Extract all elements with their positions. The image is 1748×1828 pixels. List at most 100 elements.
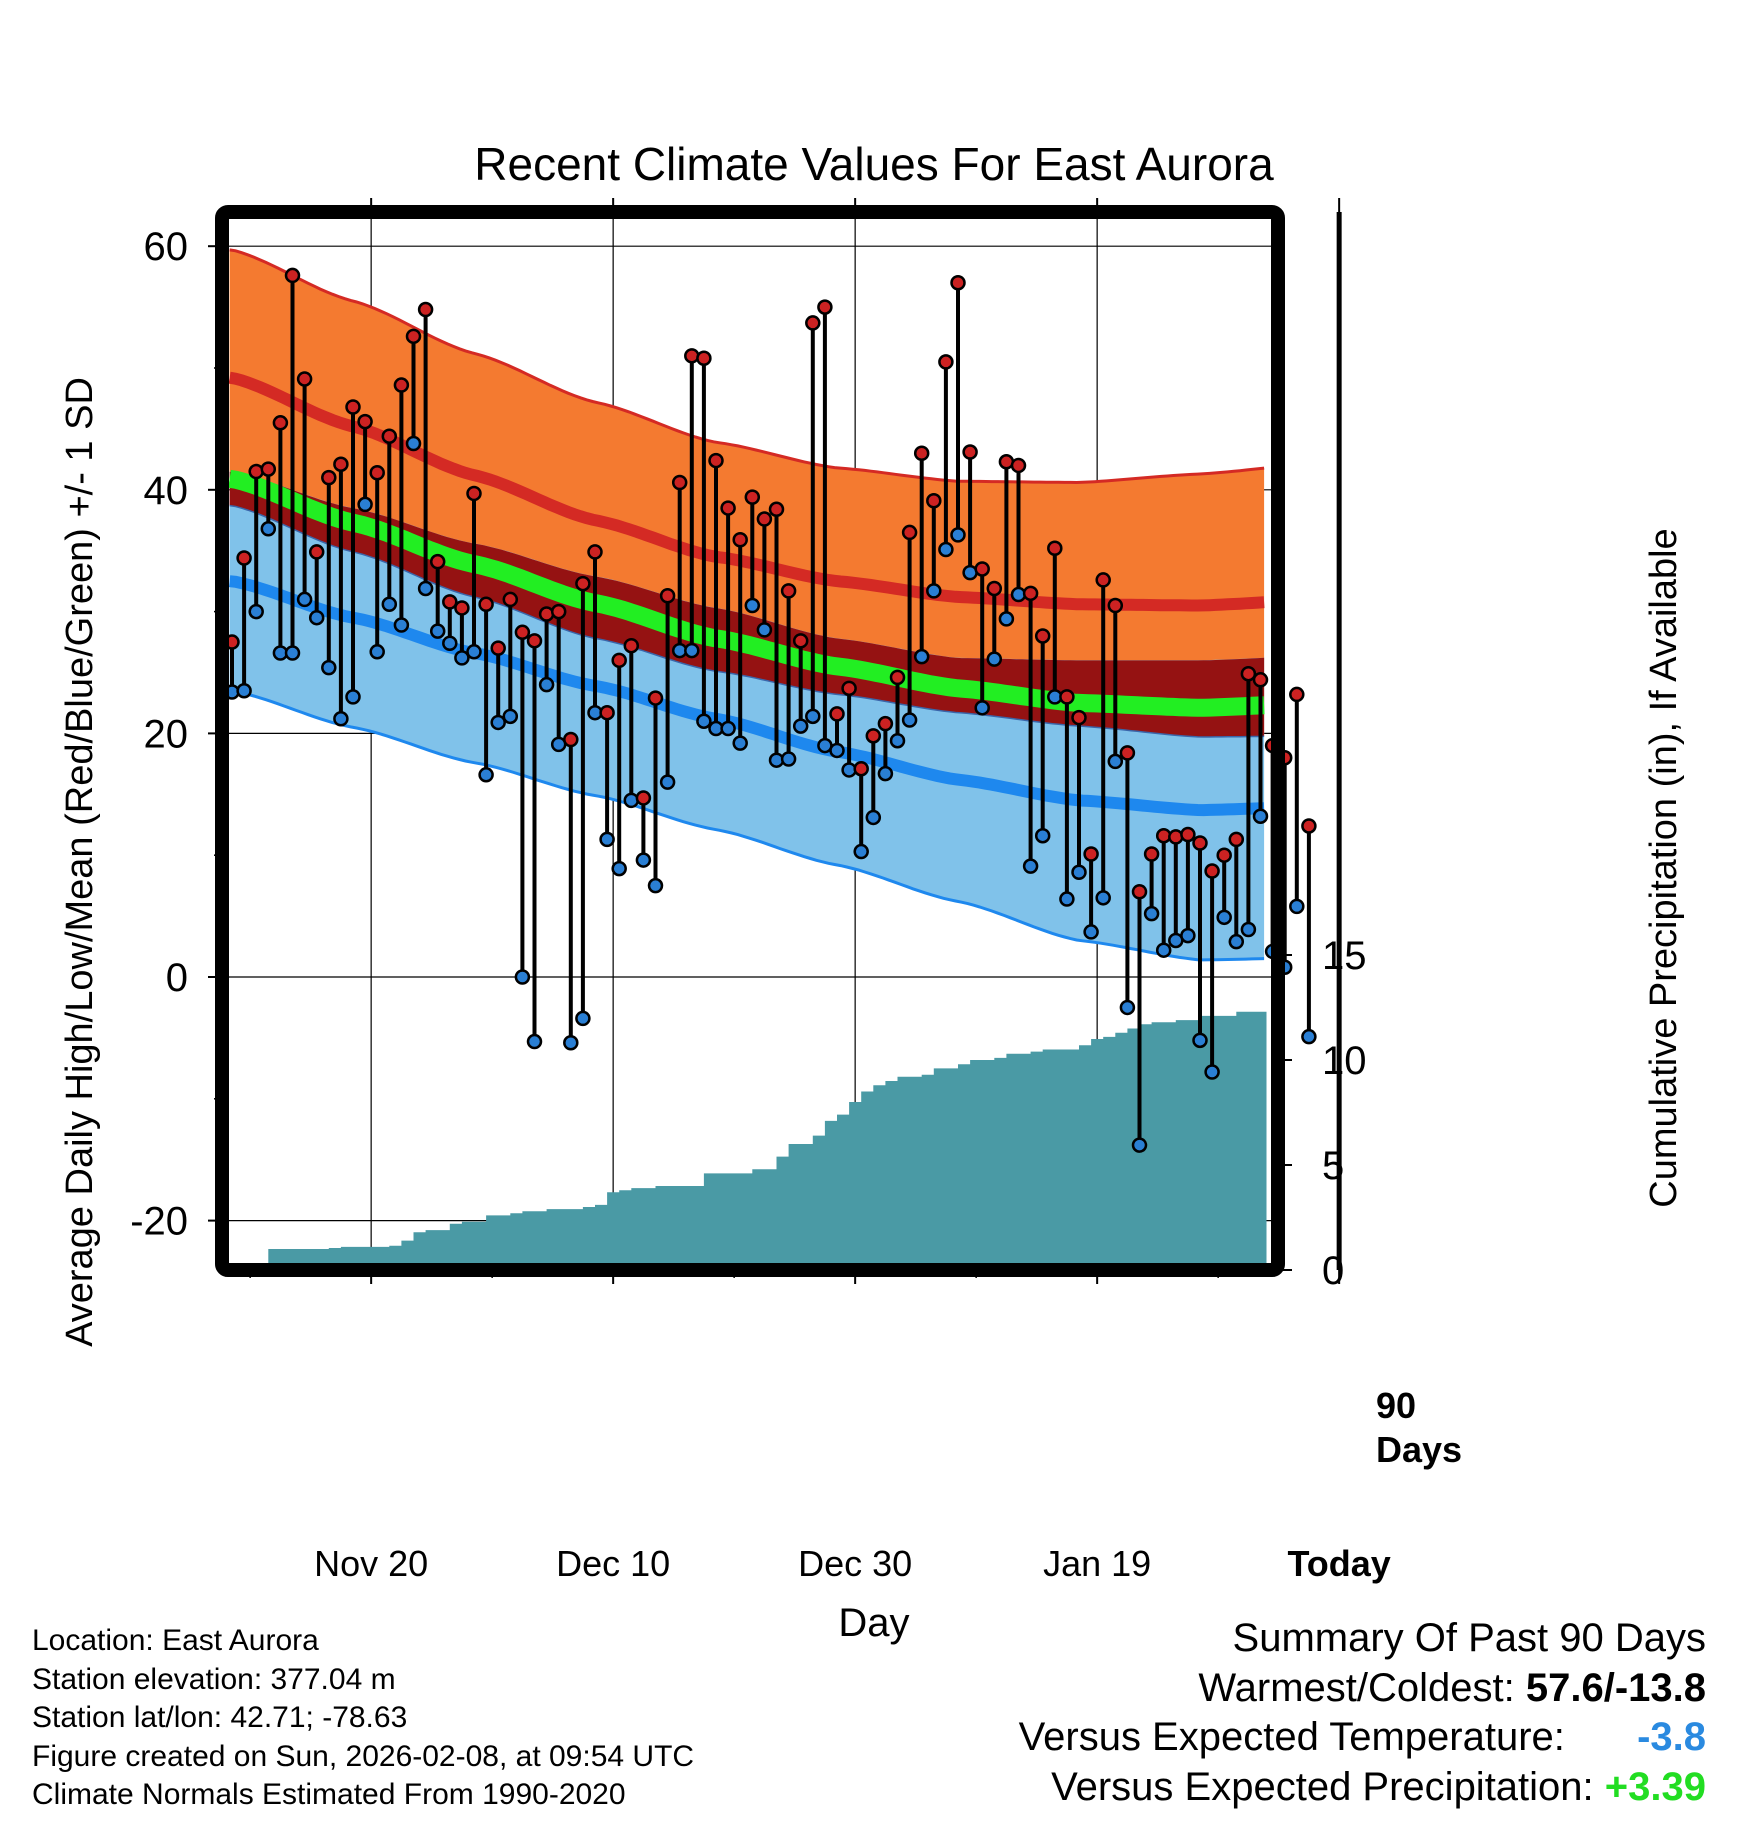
high-temp-point xyxy=(442,594,458,610)
low-temp-point xyxy=(1192,1032,1208,1049)
high-temp-point xyxy=(805,315,821,331)
low-temp-point xyxy=(1083,924,1099,940)
high-temp-point xyxy=(659,588,676,604)
low-temp-point xyxy=(792,718,809,734)
high-temp-point xyxy=(357,413,373,430)
high-temp-point xyxy=(333,456,349,472)
summary-warm-cold: Warmest/Coldest: 57.6/-13.8 xyxy=(1019,1664,1706,1714)
high-upper-sd-line xyxy=(229,248,1265,485)
daily-observations xyxy=(224,267,1317,1153)
low-temp-point xyxy=(260,521,277,537)
low-temp-point xyxy=(974,700,990,716)
high-temp-point xyxy=(248,463,264,480)
high-temp-point xyxy=(889,669,906,686)
mean-sd-band xyxy=(229,471,1265,737)
low-temp-point xyxy=(623,792,640,809)
y2-tick-label: 5 xyxy=(1322,1144,1344,1188)
high-temp-point xyxy=(853,760,869,777)
low-temp-point xyxy=(696,713,712,729)
high-temp-point xyxy=(284,267,301,284)
low-temp-point xyxy=(248,603,264,620)
low-temp-point xyxy=(647,877,664,894)
high-temp-point xyxy=(877,715,894,732)
low-temp-point xyxy=(853,843,869,860)
low-temp-point xyxy=(635,852,652,868)
high-temp-point xyxy=(296,371,313,387)
high-temp-point xyxy=(974,561,990,577)
low-temp-point xyxy=(490,714,506,731)
low-temp-point xyxy=(926,583,942,599)
high-temp-point xyxy=(1059,689,1075,705)
precipitation-area xyxy=(219,1008,1267,1270)
low-temp-point xyxy=(1131,1137,1148,1153)
high-temp-point xyxy=(623,637,640,654)
high-temp-point xyxy=(308,544,325,560)
low-temp-point xyxy=(805,708,821,725)
low-temp-point xyxy=(744,597,761,614)
high-temp-point xyxy=(950,274,966,291)
high-temp-point xyxy=(502,591,519,608)
x-axis-label: Day xyxy=(838,1601,909,1645)
high-temp-point xyxy=(768,501,785,518)
x-tick-label: Jan 19 xyxy=(1043,1543,1151,1584)
high-temp-point xyxy=(1047,540,1063,557)
low-temp-point xyxy=(780,751,797,767)
low-temp-point xyxy=(889,732,906,749)
station-elevation: Station elevation: 377.04 m xyxy=(32,1662,396,1696)
high-temp-point xyxy=(1071,709,1087,726)
low-temp-point xyxy=(1071,864,1087,881)
low-temp-point xyxy=(1252,808,1269,824)
low-temp-point xyxy=(1289,898,1305,915)
high-temp-point xyxy=(1252,672,1269,688)
low-temp-point xyxy=(1204,1064,1220,1080)
high-temp-point xyxy=(1010,457,1027,474)
high-temp-point xyxy=(478,596,494,613)
low-temp-point xyxy=(659,774,676,790)
high-temp-point xyxy=(563,731,579,748)
low-temp-point xyxy=(417,580,434,597)
x-tick-label: Nov 20 xyxy=(314,1543,428,1584)
low-temp-point xyxy=(720,720,736,737)
low-temp-point xyxy=(1216,909,1232,926)
low-temp-point xyxy=(308,609,325,626)
low-temp-point xyxy=(998,611,1015,627)
low-temp-point xyxy=(1059,891,1075,907)
low-temp-point xyxy=(986,651,1003,667)
low-temp-point xyxy=(236,683,252,699)
y2-tick-label: 0 xyxy=(1322,1249,1344,1293)
low-lower-sd-line xyxy=(229,689,1265,962)
low-temp-point xyxy=(732,735,748,751)
high-temp-point xyxy=(647,690,664,706)
high-temp-point xyxy=(454,600,470,616)
high-temp-point xyxy=(1095,572,1111,588)
low-temp-point xyxy=(357,496,373,513)
high-temp-point xyxy=(236,550,252,566)
low-temp-point xyxy=(563,1035,579,1051)
low-temp-point xyxy=(1107,753,1124,770)
high-temp-point xyxy=(369,464,385,481)
station-location: Location: East Aurora xyxy=(32,1624,319,1657)
station-latlon: Station lat/lon: 42.71; -78.63 xyxy=(32,1701,408,1734)
low-temp-point xyxy=(478,767,494,783)
low-temp-point xyxy=(1155,942,1172,958)
high-temp-point xyxy=(490,640,506,656)
high-temp-point xyxy=(321,469,337,486)
low-temp-point xyxy=(1143,905,1160,922)
high-temp-point xyxy=(1143,846,1160,862)
high-sd-band-lower xyxy=(229,377,1265,737)
low-temp-point xyxy=(599,831,615,848)
high-temp-point xyxy=(720,500,736,516)
high-temp-point xyxy=(780,583,797,599)
high-temp-point xyxy=(1204,863,1220,879)
low-temp-point xyxy=(454,650,470,666)
high-temp-point xyxy=(684,348,700,364)
low-sd-band-lower xyxy=(229,581,1265,960)
low-temp-point xyxy=(1034,827,1051,844)
high-temp-point xyxy=(526,633,543,649)
high-temp-point xyxy=(1289,686,1305,703)
low-temp-point xyxy=(296,591,313,608)
high-temp-point xyxy=(829,706,845,722)
normals-period: Climate Normals Estimated From 1990-2020 xyxy=(32,1778,626,1811)
low-temp-point xyxy=(284,645,301,661)
